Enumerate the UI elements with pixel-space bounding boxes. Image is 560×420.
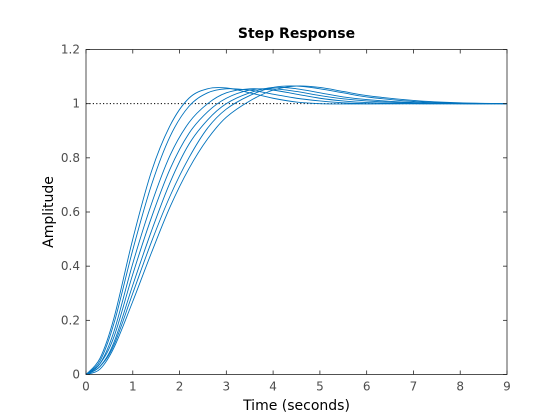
y-tick-label: 1 [72,97,80,111]
x-tick-label: 5 [316,380,324,394]
x-axis-label: Time (seconds) [242,398,350,414]
y-tick-label: 0.2 [61,313,80,327]
x-tick-label: 9 [503,380,511,394]
step-response-series-6 [85,85,508,375]
y-tick-label: 0.6 [61,205,80,219]
y-tick-label: 0 [72,368,80,382]
x-tick-label: 7 [410,380,418,394]
ticks-group: 0 1 2 3 4 5 6 7 8 9 0 0.2 0.4 0.6 0.8 1 1.2 [61,43,511,394]
x-tick-label: 3 [223,380,231,394]
x-tick-label: 8 [456,380,464,394]
chart-title: Step Response [238,26,355,42]
step-response-series-2 [85,88,507,375]
x-tick-label: 6 [363,380,371,394]
step-response-series-3 [85,88,507,375]
x-tick-label: 1 [129,380,137,394]
step-response-series-7 [85,85,508,375]
series-group [85,85,508,375]
y-tick-label: 1.2 [61,43,80,57]
y-tick-label: 0.8 [61,151,80,165]
x-tick-label: 0 [82,380,90,394]
y-tick-label: 0.4 [61,259,80,273]
x-tick-label: 2 [176,380,184,394]
x-tick-label: 4 [269,380,277,394]
step-response-series-5 [85,86,508,375]
step-response-series-4 [85,88,508,375]
y-axis-label: Amplitude [41,176,57,248]
